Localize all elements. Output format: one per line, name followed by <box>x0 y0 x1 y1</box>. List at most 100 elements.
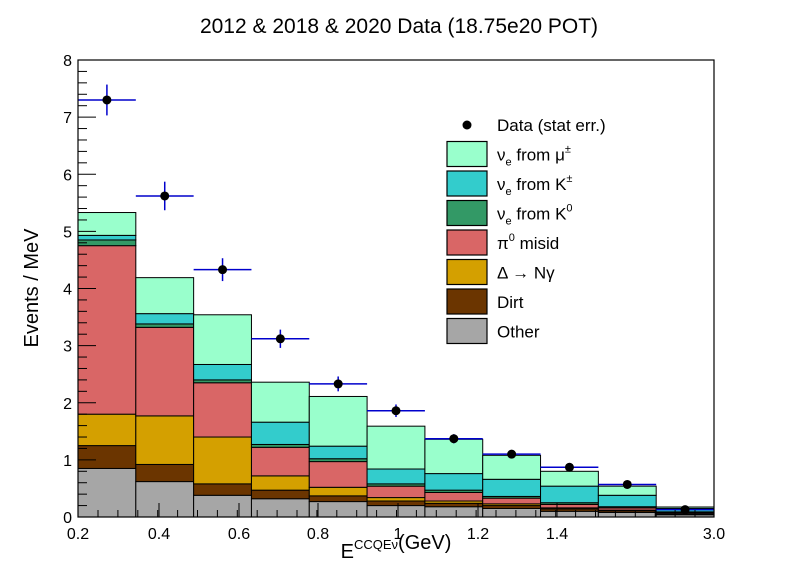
bar-2-0 <box>77 413 137 447</box>
bar-5-3 <box>250 421 310 445</box>
stacked-bars <box>77 212 715 518</box>
x-tick-label-3: 0.8 <box>307 526 329 543</box>
bar-1-1 <box>135 463 195 483</box>
bar-1-2 <box>193 483 252 496</box>
legend-entry-7: Other <box>446 317 540 345</box>
data-point-3 <box>251 329 310 348</box>
bar-3-0 <box>77 245 137 415</box>
svg-text:Dirt: Dirt <box>497 293 524 312</box>
bar-6-1 <box>135 277 195 315</box>
bar-3-1 <box>135 326 195 417</box>
data-point-8 <box>540 462 599 472</box>
bar-0-9 <box>597 511 657 518</box>
legend-entry-1: νe from μ± <box>446 140 571 169</box>
bar-3-7 <box>482 497 542 505</box>
x-tick-label-1: 0.4 <box>148 526 170 543</box>
svg-text:νe from K±: νe from K± <box>497 173 572 198</box>
bar-6-5 <box>366 425 426 470</box>
data-point-10 <box>656 505 714 515</box>
data-points <box>78 84 714 515</box>
y-tick-label-8: 8 <box>63 53 72 70</box>
svg-text:Δ → Nγ: Δ → Nγ <box>497 264 555 283</box>
svg-text:Other: Other <box>497 323 540 342</box>
y-tick-label-5: 5 <box>63 224 72 241</box>
legend: Data (stat err.) νe from μ± νe from K± νe f… <box>446 116 606 345</box>
bar-3-5 <box>366 485 426 499</box>
svg-text:π0 misid: π0 misid <box>497 232 559 253</box>
bar-2-5 <box>366 497 426 502</box>
bar-2-4 <box>308 486 368 497</box>
bar-3-2 <box>193 382 252 438</box>
bar-6-6 <box>424 438 484 475</box>
data-point-7 <box>482 449 541 459</box>
y-axis-label: Events / MeV <box>21 228 43 348</box>
legend-entry-3: νe from K0 <box>446 199 573 228</box>
bar-2-2 <box>193 436 252 485</box>
bar-3-6 <box>424 491 484 502</box>
bar-5-6 <box>424 473 484 491</box>
x-tick-label-4: 1 <box>394 526 403 543</box>
bar-5-1 <box>135 313 195 325</box>
svg-text:νe from μ±: νe from μ± <box>497 144 571 169</box>
legend-entry-6: Dirt <box>446 288 524 315</box>
bar-0-6 <box>424 506 484 518</box>
svg-text:Data (stat err.): Data (stat err.) <box>497 116 606 135</box>
y-tick-label-1: 1 <box>63 453 72 470</box>
bar-5-0 <box>77 234 137 241</box>
bar-2-1 <box>135 415 195 465</box>
bar-1-6 <box>424 502 484 508</box>
y-tick-label-7: 7 <box>63 110 72 127</box>
bar-3-8 <box>540 503 599 509</box>
y-tick-label-0: 0 <box>63 510 72 527</box>
x-label-unit: (GeV) <box>398 532 451 554</box>
bar-6-3 <box>250 381 310 423</box>
bar-0-8 <box>540 510 599 518</box>
data-point-2 <box>193 258 252 282</box>
bar-5-8 <box>540 485 599 504</box>
bar-6-8 <box>540 470 599 487</box>
bar-5-7 <box>482 478 542 497</box>
bar-5-9 <box>597 494 657 508</box>
x-tick-label-7: 3.0 <box>703 526 725 543</box>
x-label-sub: ν <box>392 537 399 552</box>
y-tick-label-6: 6 <box>63 167 72 184</box>
bar-6-0 <box>77 212 137 236</box>
x-axis: 0.2 0.4 0.6 0.8 1 1.2 1.4 3.0 <box>67 503 725 543</box>
bar-1-5 <box>366 500 426 507</box>
bar-3-4 <box>308 461 368 488</box>
bar-4-1 <box>135 323 195 328</box>
data-point-9 <box>598 479 657 489</box>
x-tick-label-0: 0.2 <box>67 526 89 543</box>
bar-1-0 <box>77 445 137 469</box>
y-tick-label-3: 3 <box>63 339 72 356</box>
x-axis-label: ECCQEν(GeV) <box>341 532 452 563</box>
bar-5-4 <box>308 445 368 460</box>
bar-5-5 <box>366 468 426 485</box>
bar-6-4 <box>308 395 368 447</box>
data-point-0 <box>78 84 136 116</box>
x-label-main: E <box>341 541 354 563</box>
svg-text:νe from K0: νe from K0 <box>497 203 573 228</box>
bar-3-3 <box>250 446 310 477</box>
bar-0-7 <box>482 507 542 518</box>
legend-entry-0: Data (stat err.) <box>462 116 606 135</box>
x-tick-label-2: 0.6 <box>228 526 250 543</box>
bar-2-3 <box>250 475 310 491</box>
bar-6-7 <box>482 454 542 480</box>
bar-0-3 <box>250 498 310 518</box>
bar-5-2 <box>193 363 252 381</box>
chart-title: 2012 & 2018 & 2020 Data (18.75e20 POT) <box>200 15 598 38</box>
bar-0-2 <box>193 494 252 518</box>
y-axis: 0 1 2 3 4 5 6 7 8 <box>63 53 96 527</box>
bar-1-4 <box>308 495 368 503</box>
bar-0-1 <box>135 481 195 518</box>
y-tick-label-4: 4 <box>63 282 72 299</box>
data-point-5 <box>367 404 425 418</box>
y-tick-label-2: 2 <box>63 396 72 413</box>
legend-entry-4: π0 misid <box>446 229 559 256</box>
legend-entry-2: νe from K± <box>446 170 572 198</box>
bar-0-0 <box>77 467 137 518</box>
data-point-6 <box>424 434 483 444</box>
legend-entry-5: Δ → Nγ <box>446 258 555 286</box>
